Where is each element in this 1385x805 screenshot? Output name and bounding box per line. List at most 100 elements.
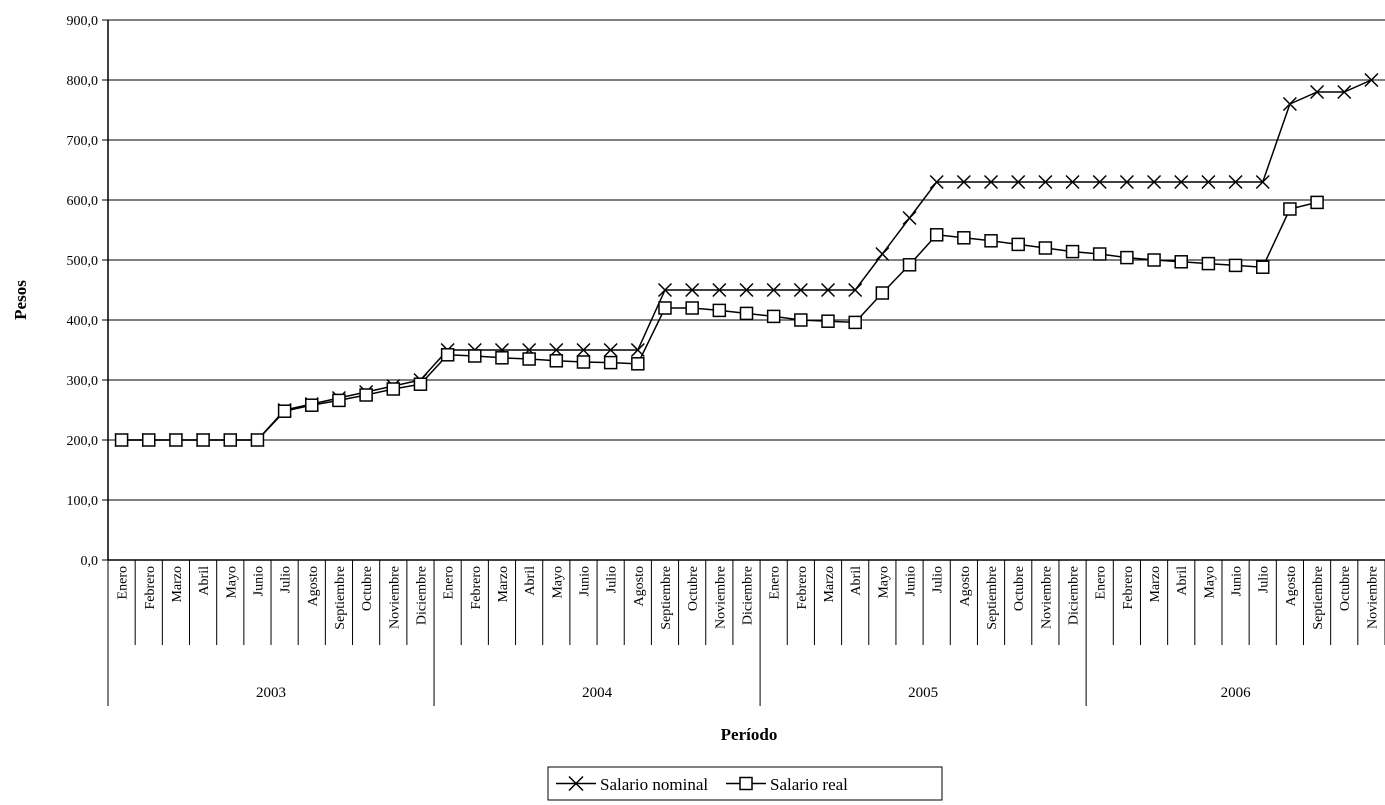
- data-point-nominal: [984, 174, 999, 190]
- data-point-real: [386, 382, 401, 396]
- x-tick-label: Enero: [116, 566, 131, 599]
- year-label: 2006: [1221, 685, 1252, 701]
- data-point-real: [468, 349, 482, 363]
- x-tick-label: Octubre: [686, 566, 701, 611]
- x-tick-label: Abril: [1175, 566, 1190, 596]
- data-point-nominal: [657, 282, 673, 298]
- x-tick-label: Diciembre: [414, 566, 429, 625]
- data-point-real: [739, 306, 754, 321]
- data-point-real: [1065, 244, 1080, 259]
- x-tick-label: Septiembre: [1311, 566, 1326, 630]
- legend-label-nominal: Salario nominal: [600, 775, 708, 794]
- data-point-nominal: [1174, 174, 1189, 190]
- data-point-real: [957, 231, 971, 245]
- data-point-real: [929, 228, 944, 242]
- y-axis-tick-labels: 0,0 100,0 200,0 300,0 400,0 500,0 600,0 700,0 80…: [67, 14, 99, 569]
- gridlines: [108, 19, 1385, 501]
- x-tick-label: Julio: [605, 566, 620, 593]
- data-point-real: [1228, 258, 1243, 273]
- x-axis-category-labels: Enero Febrero Marzo Abril Mayo Junio Julio Agos…: [116, 566, 1381, 630]
- x-tick-label: Noviembre: [387, 566, 402, 629]
- legend-entry-nominal: Salario nominal: [556, 775, 708, 794]
- x-tick-label: Julio: [931, 566, 946, 593]
- data-point-nominal: [712, 282, 727, 298]
- data-point-nominal: [848, 282, 863, 298]
- data-point-real: [359, 388, 373, 402]
- data-point-nominal: [603, 342, 618, 358]
- y-tick-label: 500,0: [67, 254, 99, 269]
- data-point-real: [603, 355, 618, 370]
- x-tick-label: Octubre: [360, 566, 375, 611]
- x-tick-label: Mayo: [1202, 566, 1217, 599]
- data-point-real: [1201, 256, 1216, 271]
- x-tick-label: Febrero: [1121, 566, 1136, 610]
- x-tick-label: Enero: [768, 566, 783, 599]
- data-point-nominal: [1228, 174, 1243, 190]
- x-tick-label: Enero: [442, 566, 457, 599]
- data-point-real: [169, 433, 183, 447]
- y-tick-label: 800,0: [67, 74, 99, 89]
- x-axis-year-labels: 2003 2004 2005 2006: [256, 685, 1251, 701]
- data-point-nominal: [1119, 174, 1134, 190]
- data-point-nominal: [793, 282, 808, 298]
- x-tick-label: Abril: [849, 566, 864, 596]
- x-tick-label: Febrero: [143, 566, 158, 610]
- data-point-real: [223, 433, 238, 447]
- data-point-real: [549, 354, 564, 368]
- data-point-real: [685, 301, 699, 315]
- data-point-nominal: [1038, 174, 1053, 190]
- data-point-real: [794, 313, 808, 327]
- data-point-nominal: [956, 174, 971, 190]
- x-tick-label: Agosto: [958, 566, 973, 606]
- legend-marker-x: [568, 775, 584, 792]
- x-tick-label: Junio: [904, 566, 919, 596]
- data-point-real: [766, 309, 781, 324]
- data-point-real: [522, 352, 536, 366]
- data-point-nominal: [1282, 96, 1297, 112]
- x-tick-label: Diciembre: [1067, 566, 1082, 625]
- y-tick-label: 200,0: [67, 434, 99, 449]
- data-point-real: [114, 433, 129, 447]
- data-point-real: [142, 433, 156, 447]
- y-axis-title: Pesos: [11, 280, 30, 320]
- x-tick-label: Marzo: [496, 566, 511, 603]
- x-tick-label: Noviembre: [1365, 566, 1380, 629]
- x-axis-title: Período: [721, 725, 778, 744]
- data-point-nominal: [1065, 174, 1080, 190]
- x-tick-label: Mayo: [224, 566, 239, 599]
- legend: Salario nominal Salario real: [547, 766, 943, 801]
- x-tick-label: Febrero: [795, 566, 810, 610]
- data-point-real: [902, 258, 917, 272]
- data-point-real: [848, 315, 862, 330]
- x-tick-label: Marzo: [1148, 566, 1163, 603]
- x-tick-label: Marzo: [170, 566, 185, 603]
- x-tick-label: Junio: [577, 566, 592, 596]
- legend-marker-square: [739, 776, 753, 791]
- x-tick-label: Febrero: [469, 566, 484, 610]
- data-point-nominal: [1364, 72, 1379, 88]
- y-tick-label: 300,0: [67, 374, 99, 389]
- y-tick-label: 400,0: [67, 314, 99, 329]
- y-tick-label: 600,0: [67, 194, 99, 209]
- data-point-real: [495, 351, 509, 365]
- data-point-nominal: [1310, 84, 1325, 100]
- axes: [102, 19, 1385, 706]
- x-tick-label: Abril: [197, 566, 212, 596]
- data-point-real: [576, 355, 591, 369]
- data-point-real: [658, 301, 672, 315]
- data-point-nominal: [685, 282, 700, 298]
- data-point-real: [1038, 241, 1053, 255]
- y-tick-label: 700,0: [67, 134, 99, 149]
- data-point-real: [277, 404, 292, 418]
- data-point-real: [631, 357, 645, 371]
- series: [114, 72, 1379, 448]
- x-tick-label: Septiembre: [659, 566, 674, 630]
- x-tick-label: Noviembre: [713, 566, 728, 629]
- legend-label-real: Salario real: [770, 775, 848, 794]
- x-tick-label: Septiembre: [985, 566, 1000, 630]
- data-point-nominal: [576, 342, 591, 358]
- data-point-real: [413, 377, 428, 391]
- x-tick-label: Junio: [1230, 566, 1245, 596]
- data-point-real: [1120, 250, 1134, 265]
